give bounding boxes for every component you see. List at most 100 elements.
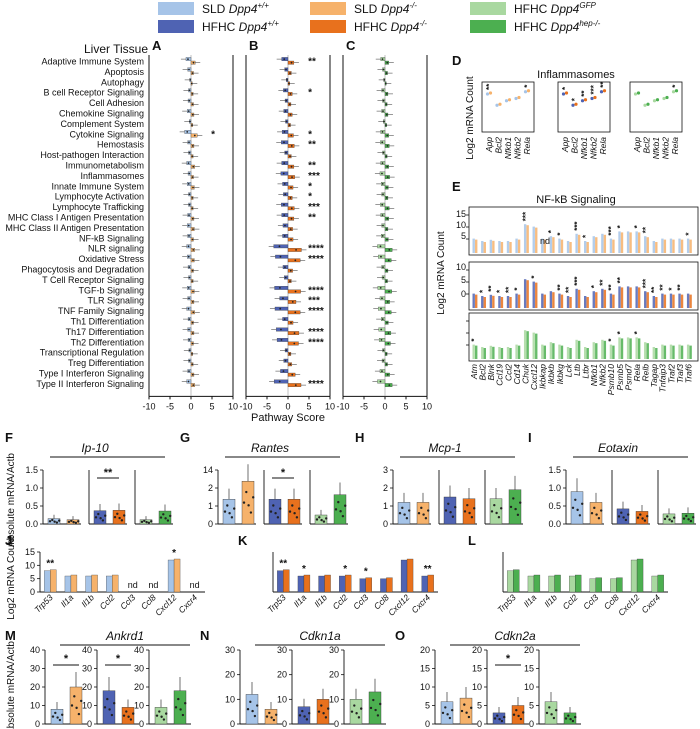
y-tick-label: 30 — [225, 645, 235, 655]
data-point — [193, 134, 196, 137]
gene-label: Il1b — [79, 592, 96, 609]
data-point — [188, 276, 191, 279]
data-point — [125, 710, 128, 713]
pathway-label: Immunometabolism — [65, 161, 144, 171]
bar — [50, 569, 57, 593]
nfkb-bar — [492, 295, 495, 308]
inflammasome-point — [504, 99, 509, 103]
y-tick-label: 0 — [35, 719, 40, 729]
nfkb-bar — [560, 294, 564, 308]
data-point — [500, 719, 504, 723]
nfkb-bar — [609, 293, 613, 308]
pathway-bar — [287, 331, 300, 335]
data-point — [278, 380, 281, 383]
data-point — [517, 714, 520, 718]
data-point — [165, 712, 168, 715]
x-tick-label: 0 — [285, 401, 290, 411]
data-point — [289, 269, 292, 272]
y-tick-label: 1.5 — [25, 465, 38, 475]
nfkb-bar — [475, 294, 478, 308]
data-point — [58, 718, 62, 722]
data-point — [127, 715, 130, 718]
data-point — [223, 510, 227, 513]
x-tick-label: -5 — [263, 401, 271, 411]
data-point — [129, 718, 133, 721]
y-tick-label: 0 — [425, 719, 430, 729]
y-tick-label: 10 — [277, 694, 287, 704]
y-tick-label: 2 — [383, 483, 388, 493]
data-point — [123, 514, 126, 517]
data-point — [282, 172, 285, 175]
data-point — [382, 266, 384, 268]
y-tick-label: 0 — [334, 719, 339, 729]
data-point — [188, 141, 190, 144]
bar — [400, 559, 408, 593]
gene-label: Il1a — [292, 592, 309, 609]
data-point — [188, 318, 191, 320]
inflammasome-plot-frame — [629, 81, 683, 133]
data-point — [191, 332, 194, 334]
y-tick-label: 0 — [529, 719, 534, 729]
pathway-label: TNF Family Signaling — [58, 306, 144, 316]
y-tick-label: 10 — [225, 694, 235, 704]
panel-letter: J — [5, 533, 12, 548]
data-point — [622, 516, 625, 519]
nfkb-bar — [629, 287, 632, 308]
nfkb-bar — [609, 238, 613, 253]
data-point — [188, 172, 191, 175]
data-point — [247, 504, 250, 507]
not-detected-label: nd — [540, 236, 550, 246]
data-point — [498, 717, 501, 721]
data-point — [280, 339, 283, 341]
pathway-bar — [287, 341, 299, 346]
bar — [339, 575, 346, 593]
not-detected-label: nd — [190, 580, 200, 590]
data-point — [386, 238, 388, 241]
data-point — [191, 113, 194, 116]
bar — [324, 574, 331, 593]
data-point — [188, 266, 191, 268]
legend-swatch — [470, 20, 506, 33]
nfkb-bar — [592, 291, 595, 308]
y-tick-label: 20 — [420, 645, 430, 655]
not-detected-label: nd — [128, 580, 138, 590]
nfkb-bar — [635, 231, 638, 253]
data-point — [283, 141, 285, 144]
gene-label: Ccl3 — [581, 592, 600, 611]
data-point — [192, 311, 195, 314]
panel-letter: G — [180, 430, 190, 445]
data-point — [320, 518, 323, 522]
nfkb-plot-frame — [468, 206, 699, 256]
data-point — [289, 155, 291, 158]
data-point — [555, 708, 558, 712]
data-point — [465, 711, 468, 714]
panel-title: Mcp-1 — [428, 441, 461, 455]
data-point — [285, 349, 288, 352]
data-point — [470, 706, 473, 710]
data-point — [571, 719, 575, 723]
data-point — [670, 520, 674, 523]
y-tick-label: 40 — [82, 645, 92, 655]
pathway-label: Type II Interferon Signaling — [36, 379, 144, 389]
nfkb-bar — [506, 296, 510, 308]
nfkb-bar — [472, 238, 475, 253]
pathway-label: Transcriptional Regulation — [40, 348, 144, 358]
data-point — [337, 500, 340, 504]
significance-stars: * — [281, 467, 286, 479]
data-point — [673, 516, 676, 519]
significance-stars: **** — [308, 379, 324, 390]
data-point — [279, 507, 282, 510]
gene-label: Nfkb2 — [513, 137, 523, 159]
data-point — [564, 717, 568, 720]
nfkb-bar — [595, 237, 598, 253]
data-point — [186, 131, 189, 133]
y-tick-label: 0 — [461, 289, 466, 299]
pathway-bar — [287, 258, 301, 263]
data-point — [387, 259, 390, 262]
y-axis-title: Absolute mRNA/Actb — [6, 453, 17, 547]
panel-letter: I — [528, 430, 532, 445]
data-point — [288, 124, 291, 126]
data-point — [192, 228, 194, 231]
bar — [533, 574, 541, 593]
data-point — [386, 373, 389, 376]
